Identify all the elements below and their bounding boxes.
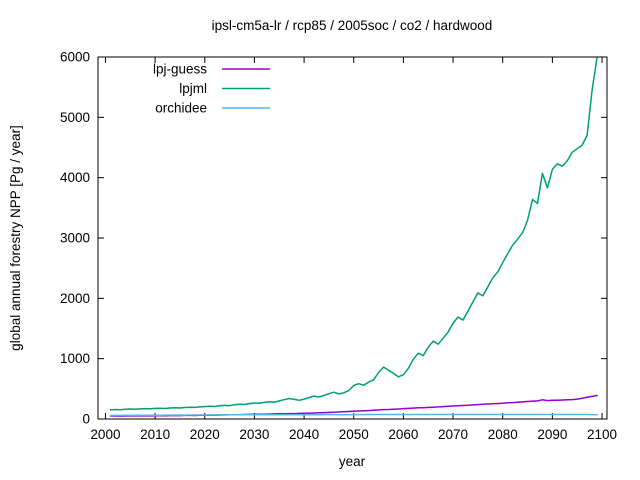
legend-item-lpjml: lpjml bbox=[179, 81, 270, 96]
x-tick-label: 2040 bbox=[289, 427, 319, 442]
legend-item-lpj-guess: lpj-guess bbox=[153, 62, 270, 77]
y-tick-label: 1000 bbox=[60, 351, 90, 366]
chart-legend: lpj-guess lpjml orchidee bbox=[153, 62, 270, 116]
x-tick-label: 2090 bbox=[537, 427, 567, 442]
legend-label-lpjml: lpjml bbox=[179, 81, 207, 96]
legend-label-lpj-guess: lpj-guess bbox=[153, 62, 207, 77]
x-tick-label: 2100 bbox=[587, 427, 617, 442]
x-tick-label: 2030 bbox=[239, 427, 269, 442]
y-tick-label: 3000 bbox=[60, 231, 90, 246]
x-tick-label: 2020 bbox=[190, 427, 220, 442]
series-line-lpjml bbox=[109, 57, 598, 411]
series-line-orchidee bbox=[109, 413, 598, 417]
y-tick-label: 2000 bbox=[60, 291, 90, 306]
x-tick-label: 2050 bbox=[339, 427, 369, 442]
x-tick-label: 2060 bbox=[388, 427, 418, 442]
legend-label-orchidee: orchidee bbox=[155, 101, 207, 116]
series-lines bbox=[109, 57, 598, 417]
chart-title: ipsl-cm5a-lr / rcp85 / 2005soc / co2 / h… bbox=[212, 18, 493, 33]
x-tick-label: 2000 bbox=[90, 427, 120, 442]
y-tick-label: 6000 bbox=[60, 50, 90, 65]
plot-border bbox=[97, 56, 608, 420]
y-tick-label: 4000 bbox=[60, 170, 90, 185]
y-tick-label: 0 bbox=[82, 412, 90, 427]
axis-ticks: 2000 2010 2020 2030 2040 2050 2060 2070 2080 2090… bbox=[60, 50, 617, 443]
y-tick-label: 5000 bbox=[60, 110, 90, 125]
x-tick-label: 2080 bbox=[488, 427, 518, 442]
legend-item-orchidee: orchidee bbox=[155, 101, 270, 116]
y-axis-label: global annual forestry NPP [Pg / year] bbox=[8, 125, 23, 351]
x-tick-label: 2010 bbox=[140, 427, 170, 442]
x-axis-label: year bbox=[339, 454, 366, 469]
x-tick-label: 2070 bbox=[438, 427, 468, 442]
